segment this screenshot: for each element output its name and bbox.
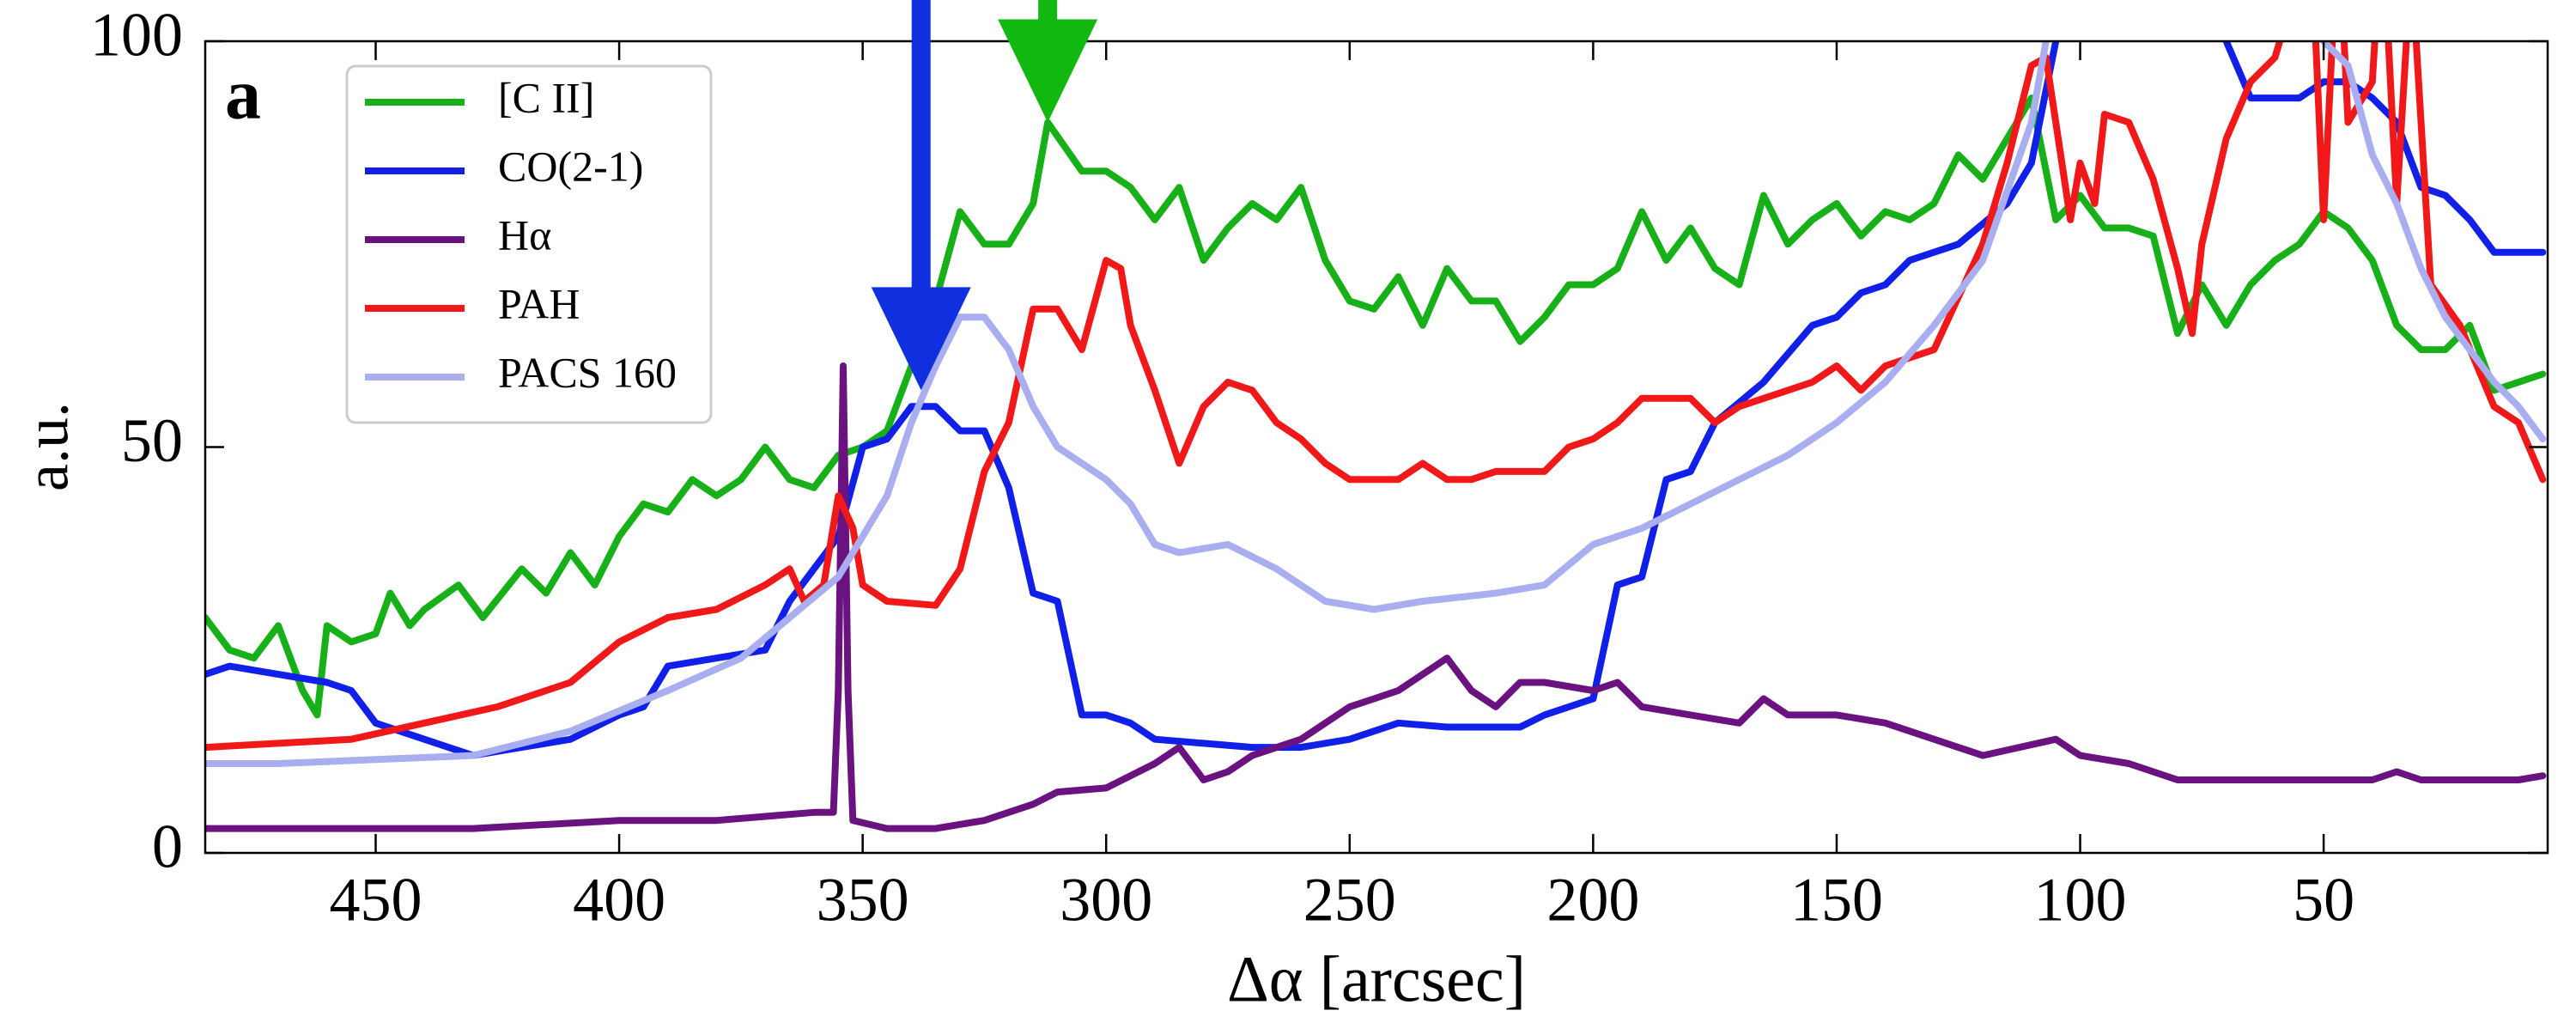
legend: [C II] CO(2-1) Hα PAH PACS 160 [345, 64, 713, 424]
x-tick-label: 50 [2293, 866, 2354, 935]
x-tick-label: 350 [817, 866, 909, 935]
x-tick-label: 100 [2034, 866, 2127, 935]
series-line [205, 362, 2547, 832]
arrow-shaft [911, 0, 931, 289]
x-axis-label: Δα [arcsec] [1227, 943, 1526, 1015]
legend-label: PACS 160 [498, 348, 677, 396]
series-line [205, 41, 2547, 759]
panel-label: a [225, 54, 261, 134]
y-tick-label: 0 [152, 813, 183, 881]
legend-label: [C II] [498, 73, 594, 121]
y-tick-label: 50 [121, 406, 183, 475]
y-axis-label: a.u. [13, 402, 82, 491]
y-tick-label: 100 [90, 1, 183, 70]
series-line [205, 41, 2547, 767]
x-tick-label: 150 [1790, 866, 1883, 935]
x-tick-label: 200 [1546, 866, 1639, 935]
x-tick-label: 300 [1060, 866, 1152, 935]
arrow-head [871, 287, 971, 391]
arrow-shaft [1038, 0, 1058, 21]
legend-label: PAH [498, 279, 580, 327]
x-tick-label: 450 [330, 866, 422, 935]
legend-label: CO(2-1) [498, 142, 643, 190]
series-line [205, 94, 2547, 719]
x-tick-label: 250 [1303, 866, 1396, 935]
series-line [205, 41, 2547, 752]
arrow-head [998, 19, 1098, 123]
arrow [871, 0, 971, 391]
legend-box [345, 64, 713, 424]
plot-area [205, 41, 2547, 832]
x-tick-label: 400 [573, 866, 665, 935]
arrow [998, 0, 1098, 123]
legend-label: Hα [498, 210, 551, 259]
